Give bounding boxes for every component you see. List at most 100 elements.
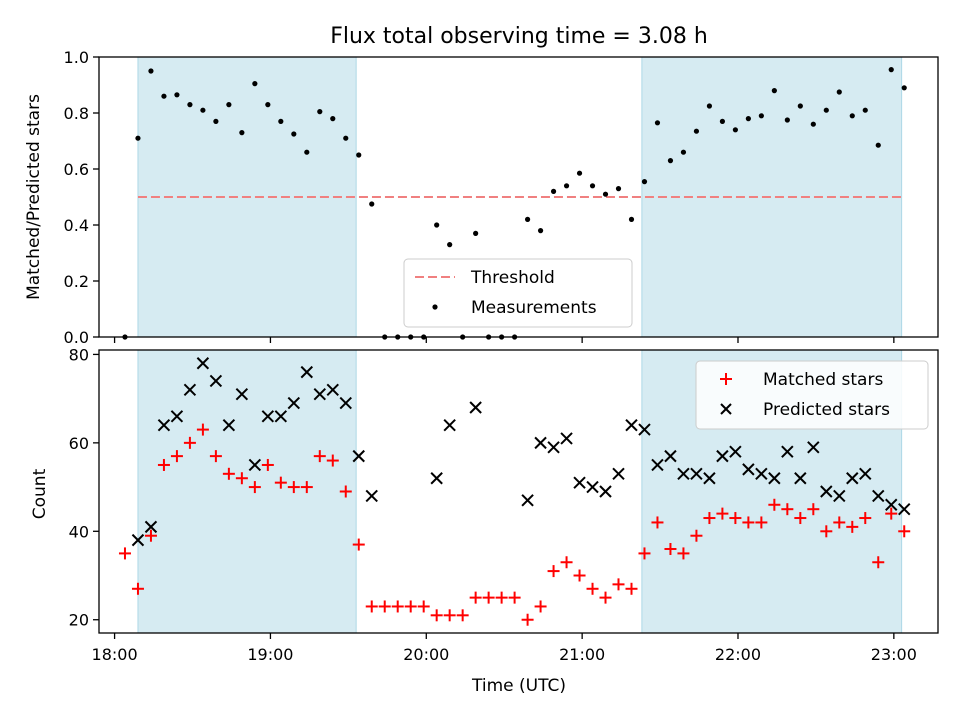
- predicted-star-point: [183, 383, 197, 397]
- matched-star-point: [222, 467, 235, 480]
- top-legend-box: [403, 258, 633, 328]
- predicted-star-point: [625, 418, 638, 432]
- measurement-point: [343, 135, 349, 141]
- matched-star-point: [742, 516, 755, 529]
- matched-star-point: [313, 450, 326, 463]
- measurement-point: [667, 158, 674, 164]
- matched-star-point: [716, 507, 729, 520]
- predicted-star-point: [534, 436, 547, 450]
- measurement-point: [317, 109, 323, 115]
- top-y-axis-ticks: 0.0 0.2 0.4 0.6 0.8 1.0: [64, 48, 99, 347]
- matched-star-point: [404, 600, 417, 613]
- matched-star-point: [144, 529, 157, 542]
- xtick-label: 19:00: [247, 645, 293, 664]
- matched-star-point: [768, 498, 781, 511]
- predicted-star-point: [807, 441, 820, 454]
- matched-star-point: [339, 485, 352, 498]
- predicted-star-point: [547, 441, 560, 454]
- predicted-star-point: [573, 476, 586, 489]
- matched-star-point: [183, 436, 196, 449]
- matched-star-point: [248, 481, 261, 494]
- measurement-point: [187, 102, 193, 108]
- predicted-star-point: [521, 494, 534, 507]
- matched-star-point: [729, 512, 742, 525]
- matched-star-point: [755, 516, 768, 529]
- predicted-star-point: [196, 357, 210, 370]
- predicted-star-point: [300, 365, 314, 379]
- matched-star-point: [508, 591, 521, 604]
- predicted-star-point: [833, 489, 846, 503]
- predicted-star-point: [326, 383, 339, 397]
- measurement-point: [784, 117, 790, 123]
- measurement-point: [239, 130, 245, 136]
- measurement-point: [213, 118, 219, 124]
- measurement-point: [771, 88, 777, 94]
- legend-predicted-label: Predicted stars: [763, 400, 890, 420]
- predicted-star-point: [846, 472, 859, 485]
- predicted-star-point: [638, 423, 651, 436]
- measurement-point: [628, 216, 635, 222]
- measurement-point: [265, 102, 271, 108]
- bottom-legend-box: [695, 360, 929, 430]
- predicted-star-point: [690, 467, 703, 481]
- measurement-point: [537, 228, 544, 234]
- legend-matched-swatch: [720, 373, 732, 385]
- matched-star-point: [456, 609, 469, 622]
- matched-star-point: [547, 565, 560, 578]
- predicted-star-point: [287, 396, 301, 410]
- top-ytick-label: 0.0: [64, 328, 89, 347]
- top-legend: Threshold Measurements: [403, 258, 633, 328]
- measurement-point: [174, 92, 180, 98]
- predicted-star-point: [261, 410, 275, 423]
- predicted-star-point: [729, 445, 742, 458]
- measurement-point: [836, 89, 842, 95]
- top-x-axis-ticks: [113, 337, 895, 343]
- predicted-star-point: [144, 520, 158, 534]
- measurement-point: [550, 188, 557, 194]
- matched-star-point: [898, 525, 911, 538]
- matched-star-point: [391, 600, 404, 613]
- matched-star-point: [820, 525, 833, 538]
- matched-star-point: [378, 600, 391, 613]
- measurement-point: [291, 131, 297, 137]
- matched-star-point: [235, 472, 248, 485]
- matched-star-point: [807, 503, 820, 516]
- bottom-plot-frame: [98, 349, 939, 634]
- matched-star-point: [677, 547, 690, 560]
- predicted-star-point: [885, 498, 898, 511]
- legend-threshold-label: Threshold: [470, 268, 555, 288]
- measurement-point: [563, 183, 570, 189]
- matched-star-point: [482, 591, 495, 604]
- matched-star-point: [443, 609, 456, 622]
- matched-star-point: [352, 538, 365, 551]
- predicted-star-point: [651, 458, 664, 472]
- predicted-star-point: [157, 418, 171, 432]
- measurement-point: [434, 222, 440, 228]
- measurement-point: [369, 201, 375, 207]
- matched-star-point: [196, 423, 209, 436]
- predicted-star-point: [339, 396, 352, 410]
- xtick-label: 22:00: [715, 645, 761, 664]
- matched-star-point: [287, 481, 300, 494]
- predicted-star-point: [898, 502, 911, 516]
- predicted-star-point: [794, 472, 807, 485]
- predicted-star-point: [352, 449, 365, 463]
- matched-star-point: [118, 547, 131, 560]
- top-ytick-label: 0.8: [64, 104, 89, 123]
- measurement-point: [875, 142, 881, 148]
- top-ytick-label: 1.0: [64, 48, 89, 67]
- predicted-star-point: [677, 467, 690, 481]
- matched-star-point: [417, 600, 430, 613]
- predicted-star-point: [131, 533, 145, 547]
- bottom-legend: Matched stars Predicted stars: [695, 360, 929, 430]
- matched-star-point: [495, 591, 508, 604]
- matched-star-point: [157, 458, 170, 471]
- bottom-x-axis-ticks: 18:00 19:00 20:00 21:00 22:00 23:00: [92, 633, 917, 664]
- matched-star-point: [560, 556, 573, 569]
- predicted-star-point: [443, 418, 456, 432]
- matched-star-point: [703, 512, 716, 525]
- measurement-point: [135, 135, 141, 141]
- predicted-star-point: [703, 472, 716, 485]
- measurement-point: [226, 102, 232, 108]
